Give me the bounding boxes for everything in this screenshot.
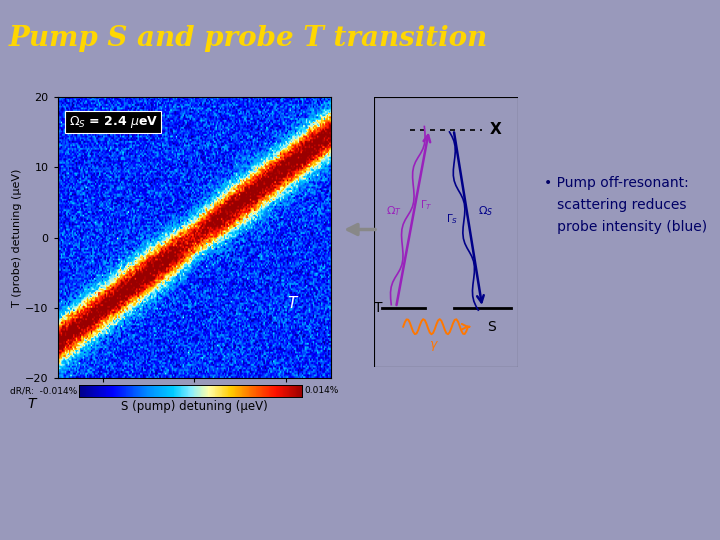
Text: $\Omega_S$ = 2.4 $\mu$eV: $\Omega_S$ = 2.4 $\mu$eV	[68, 114, 158, 130]
Text: 0.014%: 0.014%	[305, 387, 339, 395]
Text: T: T	[374, 301, 383, 315]
Text: S: S	[487, 320, 495, 334]
Text: dR/R:  -0.014%: dR/R: -0.014%	[9, 387, 77, 395]
X-axis label: S (pump) detuning (μeV): S (pump) detuning (μeV)	[121, 400, 268, 413]
Y-axis label: T (probe) detuning (μeV): T (probe) detuning (μeV)	[12, 168, 22, 307]
Text: $\gamma$: $\gamma$	[429, 339, 439, 353]
Text: X: X	[490, 122, 501, 137]
Text: $\Gamma_S$: $\Gamma_S$	[446, 212, 459, 226]
Text: T: T	[287, 296, 297, 311]
Text: T: T	[27, 397, 36, 411]
Text: $\Omega_S$: $\Omega_S$	[478, 204, 493, 218]
Text: Pump S and probe T transition: Pump S and probe T transition	[9, 25, 488, 52]
Text: $\Gamma_T$: $\Gamma_T$	[420, 198, 433, 212]
Text: $\Omega_T$: $\Omega_T$	[386, 204, 402, 218]
Text: • Pump off-resonant:
   scattering reduces
   probe intensity (blue): • Pump off-resonant: scattering reduces …	[544, 176, 707, 234]
